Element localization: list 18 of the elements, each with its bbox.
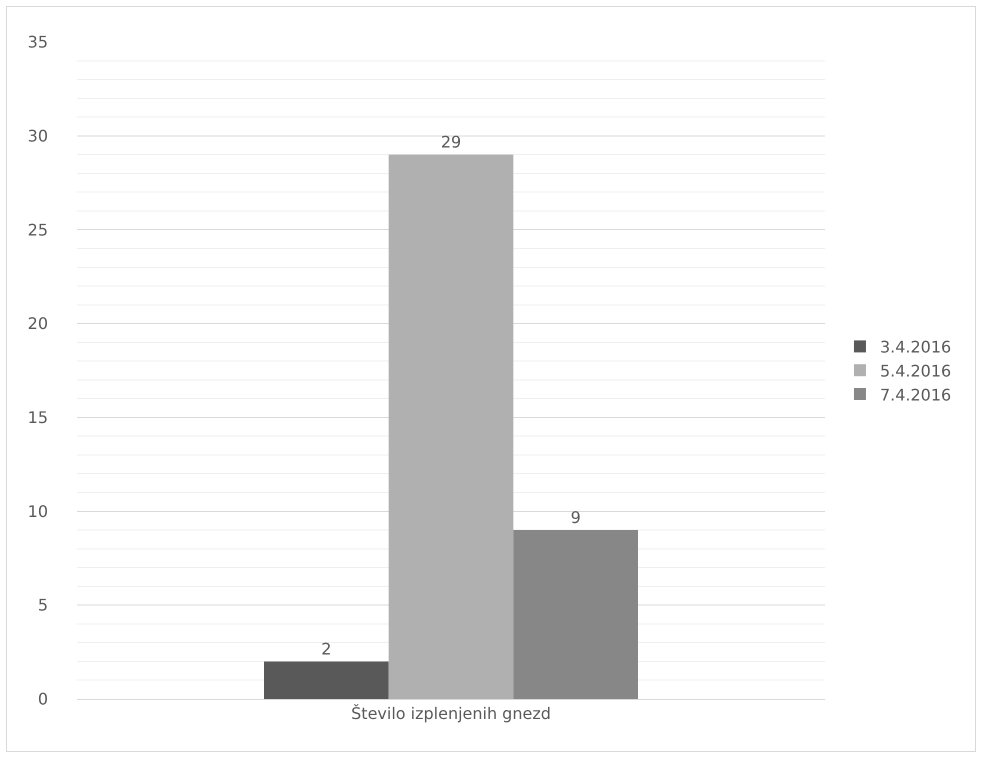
data-label: 9: [570, 508, 581, 528]
legend-label: 5.4.2016: [880, 361, 952, 380]
data-label: 2: [321, 639, 332, 658]
bar: [264, 661, 389, 699]
y-tick-label: 10: [28, 502, 48, 521]
y-tick-label: 5: [38, 596, 48, 615]
bar: [388, 154, 514, 699]
x-tick-label: Število izplenjenih gnezd: [351, 704, 551, 724]
y-tick-label: 20: [28, 314, 48, 334]
y-tick-label: 25: [28, 220, 48, 240]
y-tick-label: 35: [28, 32, 48, 52]
bar: [513, 530, 638, 699]
y-tick-label: 15: [28, 408, 48, 428]
legend-label: 3.4.2016: [880, 338, 952, 357]
y-tick-label: 30: [28, 126, 48, 146]
legend-label: 7.4.2016: [880, 385, 952, 404]
data-label: 29: [440, 132, 462, 152]
y-tick-label: 0: [38, 690, 48, 709]
